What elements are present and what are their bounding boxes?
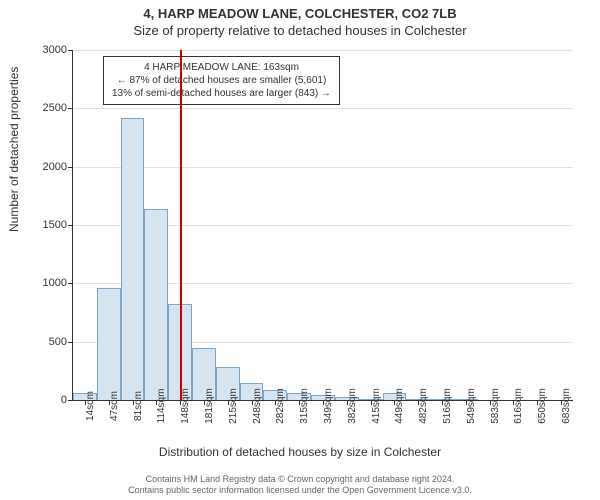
x-axis-label: Distribution of detached houses by size … bbox=[0, 445, 600, 459]
footer-line2: Contains public sector information licen… bbox=[0, 485, 600, 496]
ytick-label: 2500 bbox=[43, 102, 67, 114]
xtick-label: 47sqm bbox=[109, 391, 120, 421]
xtick-label: 382sqm bbox=[347, 388, 358, 424]
plot-area: 4 HARP MEADOW LANE: 163sqm ← 87% of deta… bbox=[72, 50, 573, 401]
ytick-mark bbox=[68, 342, 73, 343]
xtick-label: 114sqm bbox=[156, 389, 167, 424]
footer-line1: Contains HM Land Registry data © Crown c… bbox=[0, 474, 600, 485]
chart-container: 4, HARP MEADOW LANE, COLCHESTER, CO2 7LB… bbox=[0, 0, 600, 500]
xtick-label: 683sqm bbox=[561, 388, 572, 424]
y-axis-label: Number of detached properties bbox=[7, 67, 21, 232]
xtick-label: 415sqm bbox=[371, 388, 382, 424]
gridline bbox=[73, 50, 573, 51]
gridline bbox=[73, 167, 573, 168]
histogram-bar bbox=[121, 118, 145, 400]
xtick-label: 282sqm bbox=[275, 388, 286, 424]
xtick-label: 449sqm bbox=[394, 388, 405, 424]
gridline bbox=[73, 108, 573, 109]
ytick-mark bbox=[68, 283, 73, 284]
xtick-label: 583sqm bbox=[490, 388, 501, 424]
info-line-smaller: ← 87% of detached houses are smaller (5,… bbox=[112, 74, 331, 87]
title-address: 4, HARP MEADOW LANE, COLCHESTER, CO2 7LB bbox=[0, 0, 600, 21]
ytick-mark bbox=[68, 400, 73, 401]
ytick-mark bbox=[68, 50, 73, 51]
histogram-bar bbox=[144, 209, 168, 400]
ytick-label: 3000 bbox=[43, 44, 67, 56]
ytick-label: 0 bbox=[61, 394, 67, 406]
xtick-label: 516sqm bbox=[442, 388, 453, 424]
xtick-label: 248sqm bbox=[252, 388, 263, 424]
histogram-bar bbox=[97, 288, 121, 400]
ytick-mark bbox=[68, 108, 73, 109]
ytick-label: 1500 bbox=[43, 219, 67, 231]
xtick-label: 349sqm bbox=[323, 388, 334, 424]
xtick-label: 215sqm bbox=[228, 388, 239, 424]
ytick-mark bbox=[68, 225, 73, 226]
xtick-label: 315sqm bbox=[299, 388, 310, 424]
xtick-label: 14sqm bbox=[85, 391, 96, 421]
xtick-label: 181sqm bbox=[204, 388, 215, 424]
xtick-label: 482sqm bbox=[418, 388, 429, 424]
xtick-label: 650sqm bbox=[537, 388, 548, 424]
xtick-label: 549sqm bbox=[466, 388, 477, 424]
ytick-label: 2000 bbox=[43, 161, 67, 173]
info-line-property: 4 HARP MEADOW LANE: 163sqm bbox=[112, 61, 331, 74]
ytick-label: 1000 bbox=[43, 277, 67, 289]
xtick-label: 81sqm bbox=[133, 391, 144, 421]
xtick-label: 616sqm bbox=[513, 388, 524, 424]
info-line-larger: 13% of semi-detached houses are larger (… bbox=[112, 87, 331, 100]
reference-line bbox=[180, 50, 182, 400]
ytick-mark bbox=[68, 167, 73, 168]
footer-attribution: Contains HM Land Registry data © Crown c… bbox=[0, 474, 600, 496]
ytick-label: 500 bbox=[49, 336, 67, 348]
marker-info-box: 4 HARP MEADOW LANE: 163sqm ← 87% of deta… bbox=[103, 56, 340, 105]
title-subtitle: Size of property relative to detached ho… bbox=[0, 21, 600, 38]
